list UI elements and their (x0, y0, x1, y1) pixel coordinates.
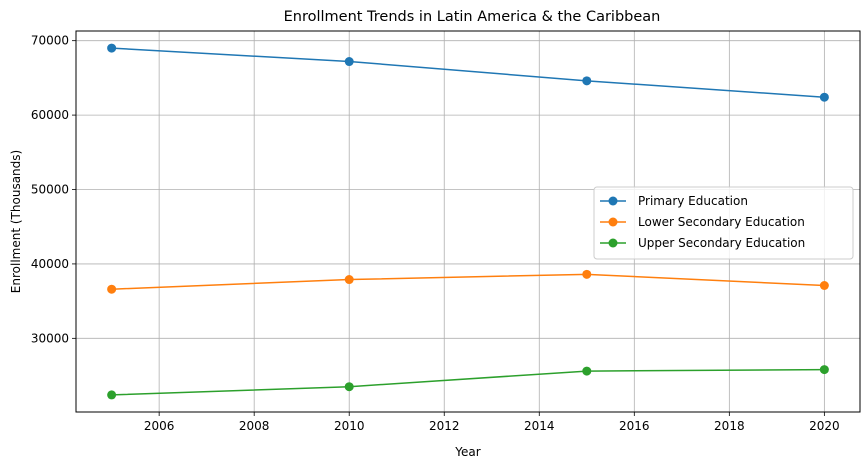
x-tick-label: 2006 (144, 419, 175, 433)
data-point (582, 76, 592, 86)
data-point (344, 57, 354, 67)
legend-frame (593, 186, 854, 260)
legend-swatch-marker (608, 238, 618, 248)
x-tick-label: 2018 (714, 419, 745, 433)
data-point (582, 269, 592, 279)
y-tick-label: 70000 (31, 34, 69, 48)
data-point (819, 280, 829, 290)
data-point (819, 92, 829, 102)
data-point (107, 43, 117, 53)
x-tick-label: 2008 (239, 419, 270, 433)
y-tick-label: 60000 (31, 108, 69, 122)
y-tick-label: 40000 (31, 257, 69, 271)
series-line (111, 368, 825, 396)
y-tick-label: 50000 (31, 183, 69, 197)
x-tick-label: 2012 (429, 419, 460, 433)
series-line (111, 273, 825, 290)
data-point (107, 284, 117, 294)
legend-label: Lower Secondary Education (638, 215, 805, 229)
data-point (107, 390, 117, 400)
series-line (111, 47, 825, 98)
x-tick-label: 2020 (809, 419, 840, 433)
x-axis-label: Year (454, 445, 480, 459)
legend-swatch-marker (608, 217, 618, 227)
legend: Primary Education Lower Secondary Educati… (593, 186, 854, 260)
x-tick-label: 2010 (334, 419, 365, 433)
data-point (344, 275, 354, 285)
chart-title: Enrollment Trends in Latin America & the… (284, 9, 661, 25)
data-point (344, 382, 354, 392)
data-point (819, 365, 829, 375)
x-tick-label: 2016 (619, 419, 650, 433)
y-axis-label: Enrollment (Thousands) (9, 150, 23, 293)
legend-label: Primary Education (638, 194, 748, 208)
plot-frame (75, 30, 861, 413)
legend-label: Upper Secondary Education (638, 236, 805, 250)
data-point (582, 366, 592, 376)
x-tick-label: 2014 (524, 419, 555, 433)
legend-swatch-marker (608, 196, 618, 206)
series-lines (107, 43, 829, 400)
y-tick-label: 30000 (31, 331, 69, 345)
axis-ticks: 2006 2008 2010 2012 2014 2016 2018 2020 30000 400… (31, 34, 840, 433)
